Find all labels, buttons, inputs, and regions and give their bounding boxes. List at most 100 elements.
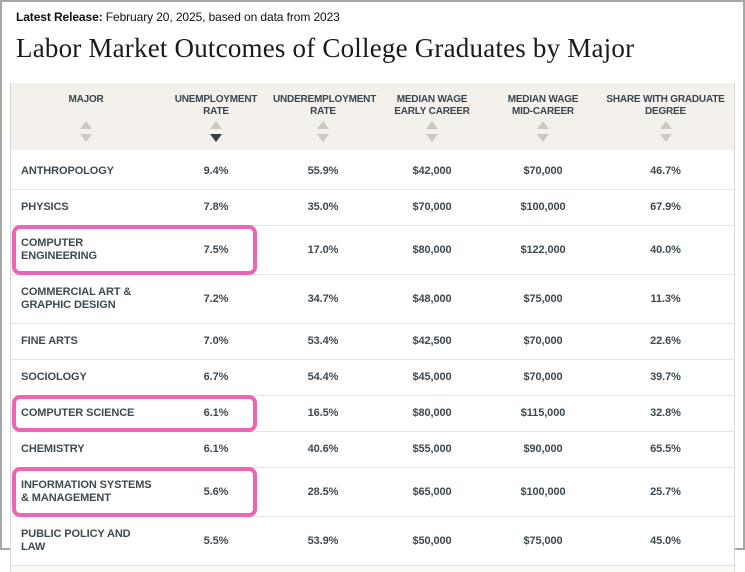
major-name: INFORMATION SYSTEMS & MANAGEMENT <box>21 479 152 504</box>
cell-underemployment_rate: 34.7% <box>271 274 375 324</box>
column-header-median_wage_mid_career: MEDIAN WAGE MID-CAREER <box>489 83 597 150</box>
table-row: SOCIOLOGY 6.7% 54.4% $45,000 $70,000 39.7% <box>11 359 734 396</box>
table-row: PHYSICS 7.8% 35.0% $70,000 $100,000 67.9% <box>11 189 734 226</box>
cell-unemployment_rate: 6.7% <box>161 359 271 396</box>
cell-major: COMPUTER ENGINEERING <box>11 225 257 275</box>
table-row: FINE ARTS 7.0% 53.4% $42,500 $70,000 22.6% <box>11 323 734 360</box>
cell-unemployment_rate: 5.5% <box>161 516 271 566</box>
cell-underemployment_rate: 54.4% <box>271 359 375 396</box>
cell-share_with_graduate_degree: 40.0% <box>597 225 734 275</box>
sort-ascending-arrow-icon[interactable] <box>210 121 222 129</box>
table-row: COMPUTER ENGINEERING 7.5% 17.0% $80,000 $122… <box>11 225 734 275</box>
cell-underemployment_rate: 16.5% <box>271 395 375 432</box>
sort-controls <box>13 121 159 142</box>
major-name: FINE ARTS <box>21 335 78 347</box>
table-row: CHEMISTRY 6.1% 40.6% $55,000 $90,000 65.5% <box>11 431 734 468</box>
cell-median_wage_mid_career: $75,000 <box>489 274 597 324</box>
table-row: PUBLIC POLICY AND LAW 5.5% 53.9% $50,000 $75… <box>11 516 734 566</box>
cell-underemployment_rate: 17.0% <box>271 225 375 275</box>
cell-unemployment_rate: 6.1% <box>161 395 271 432</box>
cell-unemployment_rate: 5.6% <box>161 467 271 517</box>
cell-median_wage_early_career: $55,000 <box>375 431 489 468</box>
major-name: SOCIOLOGY <box>21 371 87 383</box>
column-label-major: MAJOR <box>68 94 104 105</box>
sort-descending-arrow-icon[interactable] <box>659 134 672 142</box>
cell-median_wage_early_career: $65,000 <box>375 467 489 517</box>
sort-descending-arrow-icon[interactable] <box>210 134 222 142</box>
cell-median_wage_early_career: $80,000 <box>375 395 489 432</box>
major-name: COMPUTER SCIENCE <box>21 407 135 419</box>
cell-median_wage_mid_career: $100,000 <box>489 189 597 226</box>
cell-major: INFORMATION SYSTEMS & MANAGEMENT <box>11 467 257 517</box>
cell-share_with_graduate_degree: 45.0% <box>597 516 734 566</box>
cell-share_with_graduate_degree: 22.6% <box>597 323 734 360</box>
major-name: COMPUTER ENGINEERING <box>21 237 97 262</box>
major-name: PHYSICS <box>21 201 69 213</box>
column-label-underemployment_rate: UNDEREMPLOYMENT RATE <box>273 94 377 117</box>
cell-median_wage_mid_career: $70,000 <box>489 323 597 360</box>
release-label: Latest Release: <box>16 10 103 24</box>
sort-ascending-arrow-icon[interactable] <box>537 121 549 129</box>
cell-major: CHEMISTRY <box>11 431 161 468</box>
sort-controls <box>491 121 595 142</box>
cell-unemployment_rate: 7.0% <box>161 323 271 360</box>
cell-underemployment_rate: 35.0% <box>271 189 375 226</box>
cell-underemployment_rate: 55.9% <box>271 150 375 190</box>
column-label-median_wage_mid_career: MEDIAN WAGE MID-CAREER <box>507 94 579 117</box>
header-row: MAJOR UNEMPLOYMENT RATE UNDEREMPLOYMENT RA… <box>11 83 734 150</box>
cell-share_with_graduate_degree: 46.7% <box>597 150 734 190</box>
column-header-median_wage_early_career: MEDIAN WAGE EARLY CAREER <box>375 83 489 150</box>
cell-median_wage_mid_career: $90,000 <box>489 431 597 468</box>
sort-controls <box>163 121 269 142</box>
sort-descending-arrow-icon[interactable] <box>317 134 329 142</box>
cell-unemployment_rate: 7.5% <box>161 225 271 275</box>
cell-median_wage_mid_career: $70,000 <box>489 150 597 190</box>
major-name: CHEMISTRY <box>21 443 85 455</box>
cell-share_with_graduate_degree: 25.7% <box>597 467 734 517</box>
cell-median_wage_early_career: $42,000 <box>375 150 489 190</box>
cell-median_wage_mid_career: $70,000 <box>489 359 597 396</box>
table-row: COMPUTER SCIENCE 6.1% 16.5% $80,000 $115,000… <box>11 395 734 432</box>
cell-median_wage_early_career: $45,000 <box>375 359 489 396</box>
cell-share_with_graduate_degree: 11.3% <box>597 274 734 324</box>
cell-major: PHYSICS <box>11 189 161 226</box>
cell-major: PUBLIC POLICY AND LAW <box>11 516 161 566</box>
sort-descending-arrow-icon[interactable] <box>426 134 438 142</box>
cell-unemployment_rate: 7.8% <box>161 189 271 226</box>
sort-ascending-arrow-icon[interactable] <box>659 121 672 129</box>
table-body: ANTHROPOLOGY 9.4% 55.9% $42,000 $70,000 46.7%… <box>11 150 734 566</box>
cell-major: COMMERCIAL ART & GRAPHIC DESIGN <box>11 274 161 324</box>
major-name: COMMERCIAL ART & GRAPHIC DESIGN <box>21 286 132 311</box>
major-name: PUBLIC POLICY AND LAW <box>21 528 131 553</box>
cell-median_wage_mid_career: $75,000 <box>489 516 597 566</box>
column-header-major: MAJOR <box>11 83 161 150</box>
cell-median_wage_mid_career: $100,000 <box>489 467 597 517</box>
cell-major: ANTHROPOLOGY <box>11 150 161 190</box>
sort-ascending-arrow-icon[interactable] <box>426 121 438 129</box>
column-header-underemployment_rate: UNDEREMPLOYMENT RATE <box>271 83 377 150</box>
cell-median_wage_early_career: $48,000 <box>375 274 489 324</box>
sort-controls <box>377 121 487 142</box>
major-name: ANTHROPOLOGY <box>21 165 114 177</box>
outcomes-table: MAJOR UNEMPLOYMENT RATE UNDEREMPLOYMENT RA… <box>10 83 735 572</box>
cell-median_wage_early_career: $42,500 <box>375 323 489 360</box>
cell-median_wage_early_career: $80,000 <box>375 225 489 275</box>
page-title: Labor Market Outcomes of College Graduat… <box>16 33 635 63</box>
column-header-share_with_graduate_degree: SHARE WITH GRADUATE DEGREE <box>597 83 734 150</box>
sort-descending-arrow-icon[interactable] <box>537 134 549 142</box>
cell-underemployment_rate: 53.9% <box>271 516 375 566</box>
sort-descending-arrow-icon[interactable] <box>80 134 92 142</box>
cell-median_wage_early_career: $70,000 <box>375 189 489 226</box>
cell-major: FINE ARTS <box>11 323 161 360</box>
cell-median_wage_mid_career: $115,000 <box>489 395 597 432</box>
sort-ascending-arrow-icon[interactable] <box>80 121 92 129</box>
column-label-median_wage_early_career: MEDIAN WAGE EARLY CAREER <box>394 94 470 117</box>
cell-unemployment_rate: 9.4% <box>161 150 271 190</box>
sort-ascending-arrow-icon[interactable] <box>317 121 329 129</box>
cell-underemployment_rate: 40.6% <box>271 431 375 468</box>
sort-controls <box>273 121 373 142</box>
column-label-unemployment_rate: UNEMPLOYMENT RATE <box>174 94 258 117</box>
cell-unemployment_rate: 7.2% <box>161 274 271 324</box>
column-label-share_with_graduate_degree: SHARE WITH GRADUATE DEGREE <box>606 94 725 117</box>
table-row: COMMERCIAL ART & GRAPHIC DESIGN 7.2% 34.7%… <box>11 274 734 324</box>
